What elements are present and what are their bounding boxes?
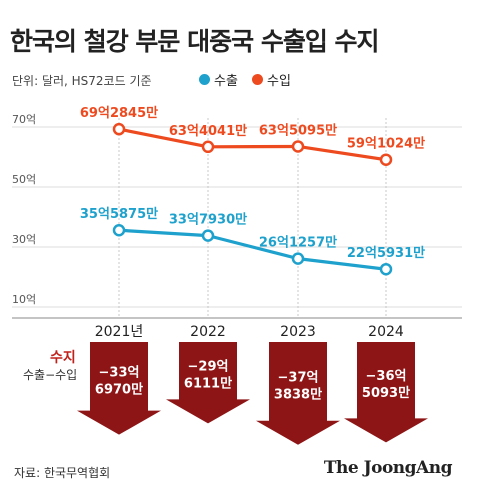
y-tick-label: 30억 <box>12 233 36 246</box>
legend-import-dot-icon <box>252 74 263 85</box>
data-label: 35억5875만 <box>80 206 158 222</box>
y-tick-label: 70억 <box>12 113 36 126</box>
balance-title: 수지 <box>50 350 76 366</box>
legend-export-label: 수출 <box>214 74 238 89</box>
balance-arrow <box>166 342 250 424</box>
x-tick-label: 2022 <box>190 324 226 340</box>
page-title: 한국의 철강 부문 대중국 수출입 수지 <box>10 27 380 56</box>
balance-label-line2: 6970만 <box>95 381 143 397</box>
balance-label-line1: −36억 <box>366 369 407 384</box>
x-tick-label: 2024 <box>368 324 404 340</box>
balance-label-line2: 5093만 <box>362 385 410 401</box>
y-tick-label: 50억 <box>12 173 36 186</box>
series-line-export <box>118 228 387 271</box>
source-note: 자료: 한국무역협회 <box>14 466 111 480</box>
data-label: 59억1024만 <box>347 136 425 152</box>
data-point <box>201 229 215 242</box>
legend-item-export: 수출 <box>199 70 238 89</box>
balance-arrow <box>77 342 161 435</box>
data-point <box>291 252 305 265</box>
data-label: 69억2845만 <box>80 105 158 121</box>
legend-export-dot-icon <box>199 74 210 85</box>
data-point <box>201 140 215 154</box>
balance-arrow <box>256 342 340 445</box>
data-label: 63억5095만 <box>259 122 337 138</box>
data-point <box>379 153 393 166</box>
balance-label-line1: −33억 <box>99 365 140 380</box>
balance-arrow <box>344 342 428 443</box>
balance-label-line2: 6111만 <box>184 376 232 392</box>
balance-label-line2: 3838만 <box>274 386 322 402</box>
x-tick-label: 2021년 <box>95 324 144 340</box>
legend-item-import: 수입 <box>252 70 291 89</box>
brand-logo: The JoongAng <box>323 458 453 478</box>
balance-subtitle: 수출−수입 <box>23 368 78 382</box>
unit-note: 단위: 달러, HS72코드 기준 <box>12 74 152 88</box>
data-label: 26억1257만 <box>259 235 337 251</box>
data-label: 33억7930만 <box>169 212 247 228</box>
legend-import-label: 수입 <box>267 74 291 89</box>
data-point <box>112 122 126 136</box>
x-tick-label: 2023 <box>280 324 316 340</box>
series-line-import <box>118 127 387 162</box>
data-label: 22억5931만 <box>347 245 425 261</box>
data-point <box>112 223 126 237</box>
y-tick-label: 10억 <box>12 293 36 306</box>
data-label: 63억4041만 <box>169 123 247 139</box>
balance-label-line1: −37억 <box>278 370 319 385</box>
data-point <box>291 140 305 153</box>
data-point <box>379 262 393 276</box>
balance-label-line1: −29억 <box>188 360 229 375</box>
